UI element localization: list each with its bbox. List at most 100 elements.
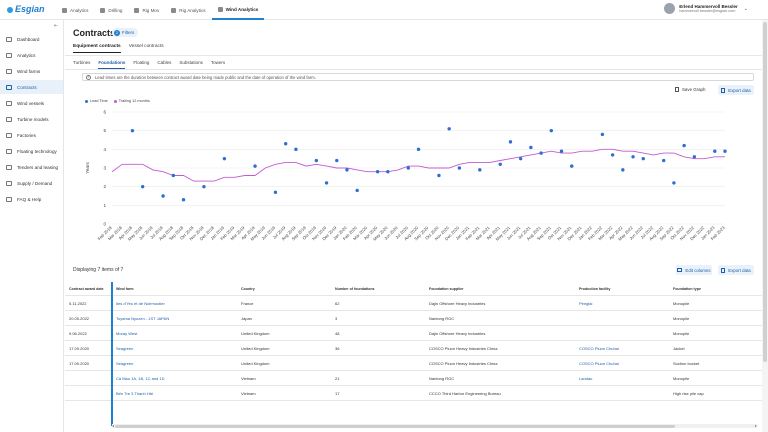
- cell-type: Suction bucket: [673, 360, 700, 366]
- cell-farm[interactable]: Cà Mau 1A, 1B, 1C and 1D: [116, 375, 165, 381]
- lead-time-point: [539, 151, 543, 155]
- chevron-down-icon[interactable]: ⌄: [743, 5, 748, 12]
- topnav-rig-mov[interactable]: Rig Mov: [128, 0, 165, 20]
- info-icon: i: [86, 74, 91, 80]
- tab-turbines[interactable]: Turbines: [73, 60, 91, 65]
- lead-time-point: [692, 155, 697, 159]
- cell-supplier: Dajin Offshore Heavy Industries: [429, 300, 486, 306]
- cell-farm[interactable]: Bến Tre 3 Thạnh Hải: [116, 390, 153, 396]
- col-header-type[interactable]: Foundation type: [673, 286, 701, 291]
- rig-icon: [100, 7, 106, 13]
- tab-towers[interactable]: Towers: [210, 60, 226, 65]
- dashboard-icon: [6, 36, 12, 42]
- cell-type: Monopile: [673, 375, 690, 381]
- tab-cables[interactable]: Cables: [157, 60, 172, 65]
- topnav-analytics[interactable]: Analytics: [56, 0, 94, 20]
- table-row: 20.05.2022 Toyama Nyuzen - 1ST JAPAN Japan…: [65, 311, 762, 326]
- edit-columns-button[interactable]: Edit columns: [676, 265, 712, 275]
- topnav-wind-analytics[interactable]: Wind Analytics: [211, 0, 265, 20]
- cell-supplier: Nantong RGC: [429, 375, 455, 381]
- sidebar-item-factories[interactable]: Factories: [0, 128, 63, 142]
- col-header-date[interactable]: Contract award date: [69, 286, 104, 291]
- cell-farm[interactable]: Moray West: [116, 330, 138, 336]
- cell-facility[interactable]: [579, 311, 669, 325]
- user-email: hammervoll.bessler@esgian.com: [679, 9, 736, 14]
- cell-farm[interactable]: Seagreen: [116, 345, 134, 351]
- topnav-drilling[interactable]: Drilling: [94, 0, 128, 20]
- col-header-wind-farm[interactable]: Wind farm: [116, 286, 134, 291]
- legend-item-trailing[interactable]: Trailing 12 months: [113, 99, 150, 103]
- filters-button[interactable]: 2 Filters: [112, 28, 139, 37]
- sidebar-item-dashboard[interactable]: Dashboard: [0, 32, 63, 46]
- table-row: Bến Tre 3 Thạnh Hải Vietnam 17 CCCO Third H…: [65, 386, 762, 401]
- user-name: Erlend Hammervoll Bessler: [679, 3, 738, 9]
- cell-facility[interactable]: [579, 386, 669, 400]
- sidebar: ⇤ Dashboard Analytics Wind farms Contrac…: [0, 20, 64, 432]
- sidebar-item-floating-technology[interactable]: Floating technology: [0, 144, 63, 158]
- scroll-left-icon[interactable]: ◂: [112, 423, 115, 428]
- col-header-number[interactable]: Number of foundations: [335, 286, 375, 291]
- cell-facility[interactable]: COSCO Pluon Chuhai: [579, 360, 619, 366]
- cell-farm[interactable]: Seagreen: [116, 360, 134, 366]
- topnav-rig-analytics[interactable]: Rig Analytics: [165, 0, 211, 20]
- sidebar-item-faq[interactable]: FAQ & Help: [0, 192, 63, 206]
- col-header-supplier[interactable]: Foundation supplier: [429, 286, 464, 291]
- horizontal-scrollbar[interactable]: ◂ ▸: [112, 423, 757, 428]
- page-scrollbar[interactable]: [762, 20, 768, 432]
- collapse-sidebar-icon[interactable]: ⇤: [54, 23, 59, 29]
- lead-time-point: [171, 173, 175, 178]
- sidebar-item-wind-vessels[interactable]: Wind vessels: [0, 96, 63, 110]
- contracts-table: Contract award date Wind farm Country Nu…: [65, 282, 762, 401]
- save-graph-button[interactable]: Save Graph: [675, 87, 705, 92]
- table-row: Cà Mau 1A, 1B, 1C and 1D Vietnam 21 Nantong…: [65, 371, 762, 386]
- lead-time-point: [549, 128, 554, 133]
- cell-farm[interactable]: Iles d'Yeu et de Noirmoutier: [116, 300, 165, 306]
- lead-time-point: [559, 149, 564, 153]
- tab-foundations[interactable]: Foundations: [98, 60, 126, 69]
- scrollbar-thumb[interactable]: [763, 22, 767, 362]
- sidebar-item-tenders[interactable]: Tenders and leasing: [0, 160, 63, 174]
- sidebar-item-label: FAQ & Help: [17, 196, 42, 202]
- tab-vessel-contracts[interactable]: Vessel contracts: [128, 44, 164, 49]
- sidebar-item-supply-demand[interactable]: Supply / Demand: [0, 176, 63, 190]
- analytics-icon: [6, 52, 12, 58]
- tab-floating[interactable]: Floating: [133, 60, 150, 65]
- sidebar-item-wind-farms[interactable]: Wind farms: [0, 64, 63, 78]
- columns-icon: [677, 268, 683, 272]
- sidebar-item-contracts[interactable]: Contracts: [0, 80, 63, 94]
- table-row: 9.06.2022 Moray West United Kingdom 48 Dajin…: [65, 326, 762, 341]
- user-menu[interactable]: Erlend Hammervoll Bessler hammervoll.bes…: [664, 3, 748, 14]
- lead-time-point: [662, 158, 666, 163]
- export-data-button[interactable]: Export data: [718, 85, 754, 95]
- cell-num: 3: [335, 315, 338, 321]
- sidebar-item-label: Contracts: [17, 84, 37, 90]
- scrollbar-thumb[interactable]: [115, 424, 675, 428]
- lead-time-point: [161, 194, 165, 198]
- col-header-country[interactable]: Country: [241, 286, 255, 291]
- sidebar-item-label: Floating technology: [17, 148, 57, 154]
- sidebar-item-turbine-models[interactable]: Turbine models: [0, 112, 63, 126]
- tab-equipment-contracts[interactable]: Equipment contracts: [73, 44, 121, 53]
- info-text: Lead times are the duration between cont…: [95, 74, 316, 80]
- cell-date: 5.11.2022: [69, 300, 87, 306]
- filters-label: Filters: [122, 30, 135, 35]
- col-header-facility[interactable]: Production facility: [579, 286, 611, 291]
- brand-logo[interactable]: Esgian: [7, 4, 45, 14]
- cell-facility[interactable]: COSCO Pluon Chuhai: [579, 345, 619, 351]
- cell-facility[interactable]: Landau: [579, 375, 593, 381]
- legend-item-lead-time[interactable]: Lead Time: [85, 99, 108, 103]
- help-icon: [6, 196, 12, 202]
- cell-farm[interactable]: Toyama Nyuzen - 1ST JAPAN: [116, 315, 170, 321]
- filters-count-badge: 2: [114, 29, 120, 36]
- cell-type: Monopile: [673, 330, 690, 336]
- scroll-right-icon[interactable]: ▸: [754, 423, 757, 428]
- lead-time-point: [631, 155, 635, 159]
- lead-time-point: [682, 143, 686, 148]
- export-table-button[interactable]: Export data: [718, 265, 754, 275]
- sidebar-item-analytics[interactable]: Analytics: [0, 48, 63, 62]
- tab-substations[interactable]: Substations: [179, 60, 203, 65]
- cell-facility[interactable]: Penglai: [579, 300, 593, 306]
- avatar: [664, 3, 676, 14]
- cell-facility[interactable]: [579, 326, 669, 340]
